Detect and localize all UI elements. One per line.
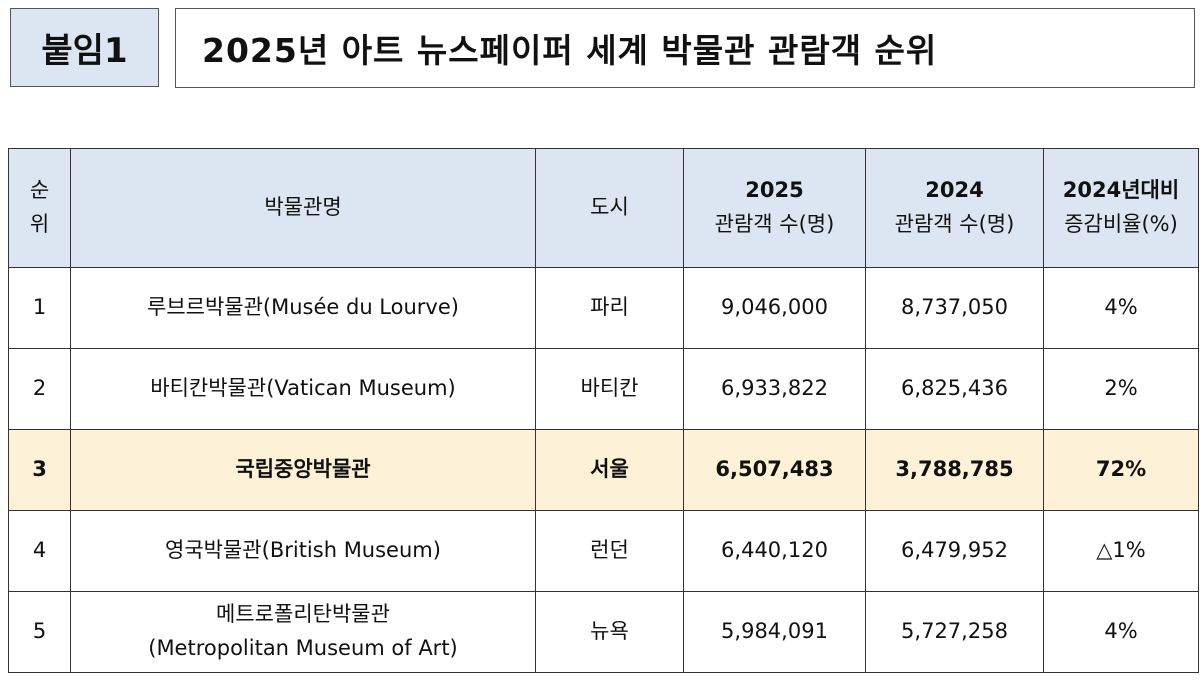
table-row: 3 국립중앙박물관 서울 6,507,483 3,788,785 72% <box>8 429 1199 511</box>
change-rate-cell: 4% <box>1043 267 1199 349</box>
visitors-2024-cell: 3,788,785 <box>865 429 1044 511</box>
museum-name-cell: 바티칸박물관(Vatican Museum) <box>70 348 536 430</box>
change-rate-cell: 4% <box>1043 591 1199 673</box>
table-row: 5 메트로폴리탄박물관 (Metropolitan Museum of Art) 뉴욕… <box>8 591 1199 673</box>
table-row: 4 영국박물관(British Museum) 런던 6,440,120 6,479,9… <box>8 510 1199 592</box>
visitors-2025-cell: 9,046,000 <box>683 267 866 349</box>
visitors-2025-cell: 5,984,091 <box>683 591 866 673</box>
attachment-label: 붙임1 <box>10 8 159 87</box>
museum-name-cell: 국립중앙박물관 <box>70 429 536 511</box>
city-cell: 런던 <box>535 510 684 592</box>
visitors-2025-cell: 6,507,483 <box>683 429 866 511</box>
table-row: 1 루브르박물관(Musée du Lourve) 파리 9,046,000 8,737… <box>8 267 1199 349</box>
header-visitors-2024: 2024 관람객 수(명) <box>865 148 1044 268</box>
header-change-rate: 2024년대비 증감비율(%) <box>1043 148 1199 268</box>
rank-cell: 5 <box>8 591 71 673</box>
rank-cell: 1 <box>8 267 71 349</box>
table-row: 2 바티칸박물관(Vatican Museum) 바티칸 6,933,822 6,825… <box>8 348 1199 430</box>
city-cell: 파리 <box>535 267 684 349</box>
change-rate-cell: 2% <box>1043 348 1199 430</box>
visitors-2025-cell: 6,933,822 <box>683 348 866 430</box>
visitors-2024-cell: 5,727,258 <box>865 591 1044 673</box>
city-cell: 서울 <box>535 429 684 511</box>
museum-name-cell: 루브르박물관(Musée du Lourve) <box>70 267 536 349</box>
museum-name-cell: 메트로폴리탄박물관 (Metropolitan Museum of Art) <box>70 591 536 673</box>
rank-cell: 3 <box>8 429 71 511</box>
city-cell: 뉴욕 <box>535 591 684 673</box>
rank-cell: 2 <box>8 348 71 430</box>
visitors-2024-cell: 8,737,050 <box>865 267 1044 349</box>
city-cell: 바티칸 <box>535 348 684 430</box>
visitors-2025-cell: 6,440,120 <box>683 510 866 592</box>
document-title: 2025년 아트 뉴스페이퍼 세계 박물관 관람객 순위 <box>175 8 1195 88</box>
header-city: 도시 <box>535 148 684 268</box>
museum-name-cell: 영국박물관(British Museum) <box>70 510 536 592</box>
change-rate-cell: △1% <box>1043 510 1199 592</box>
header-visitors-2025: 2025 관람객 수(명) <box>683 148 866 268</box>
change-rate-cell: 72% <box>1043 429 1199 511</box>
visitors-2024-cell: 6,825,436 <box>865 348 1044 430</box>
rank-cell: 4 <box>8 510 71 592</box>
header-museum-name: 박물관명 <box>70 148 536 268</box>
visitors-2024-cell: 6,479,952 <box>865 510 1044 592</box>
